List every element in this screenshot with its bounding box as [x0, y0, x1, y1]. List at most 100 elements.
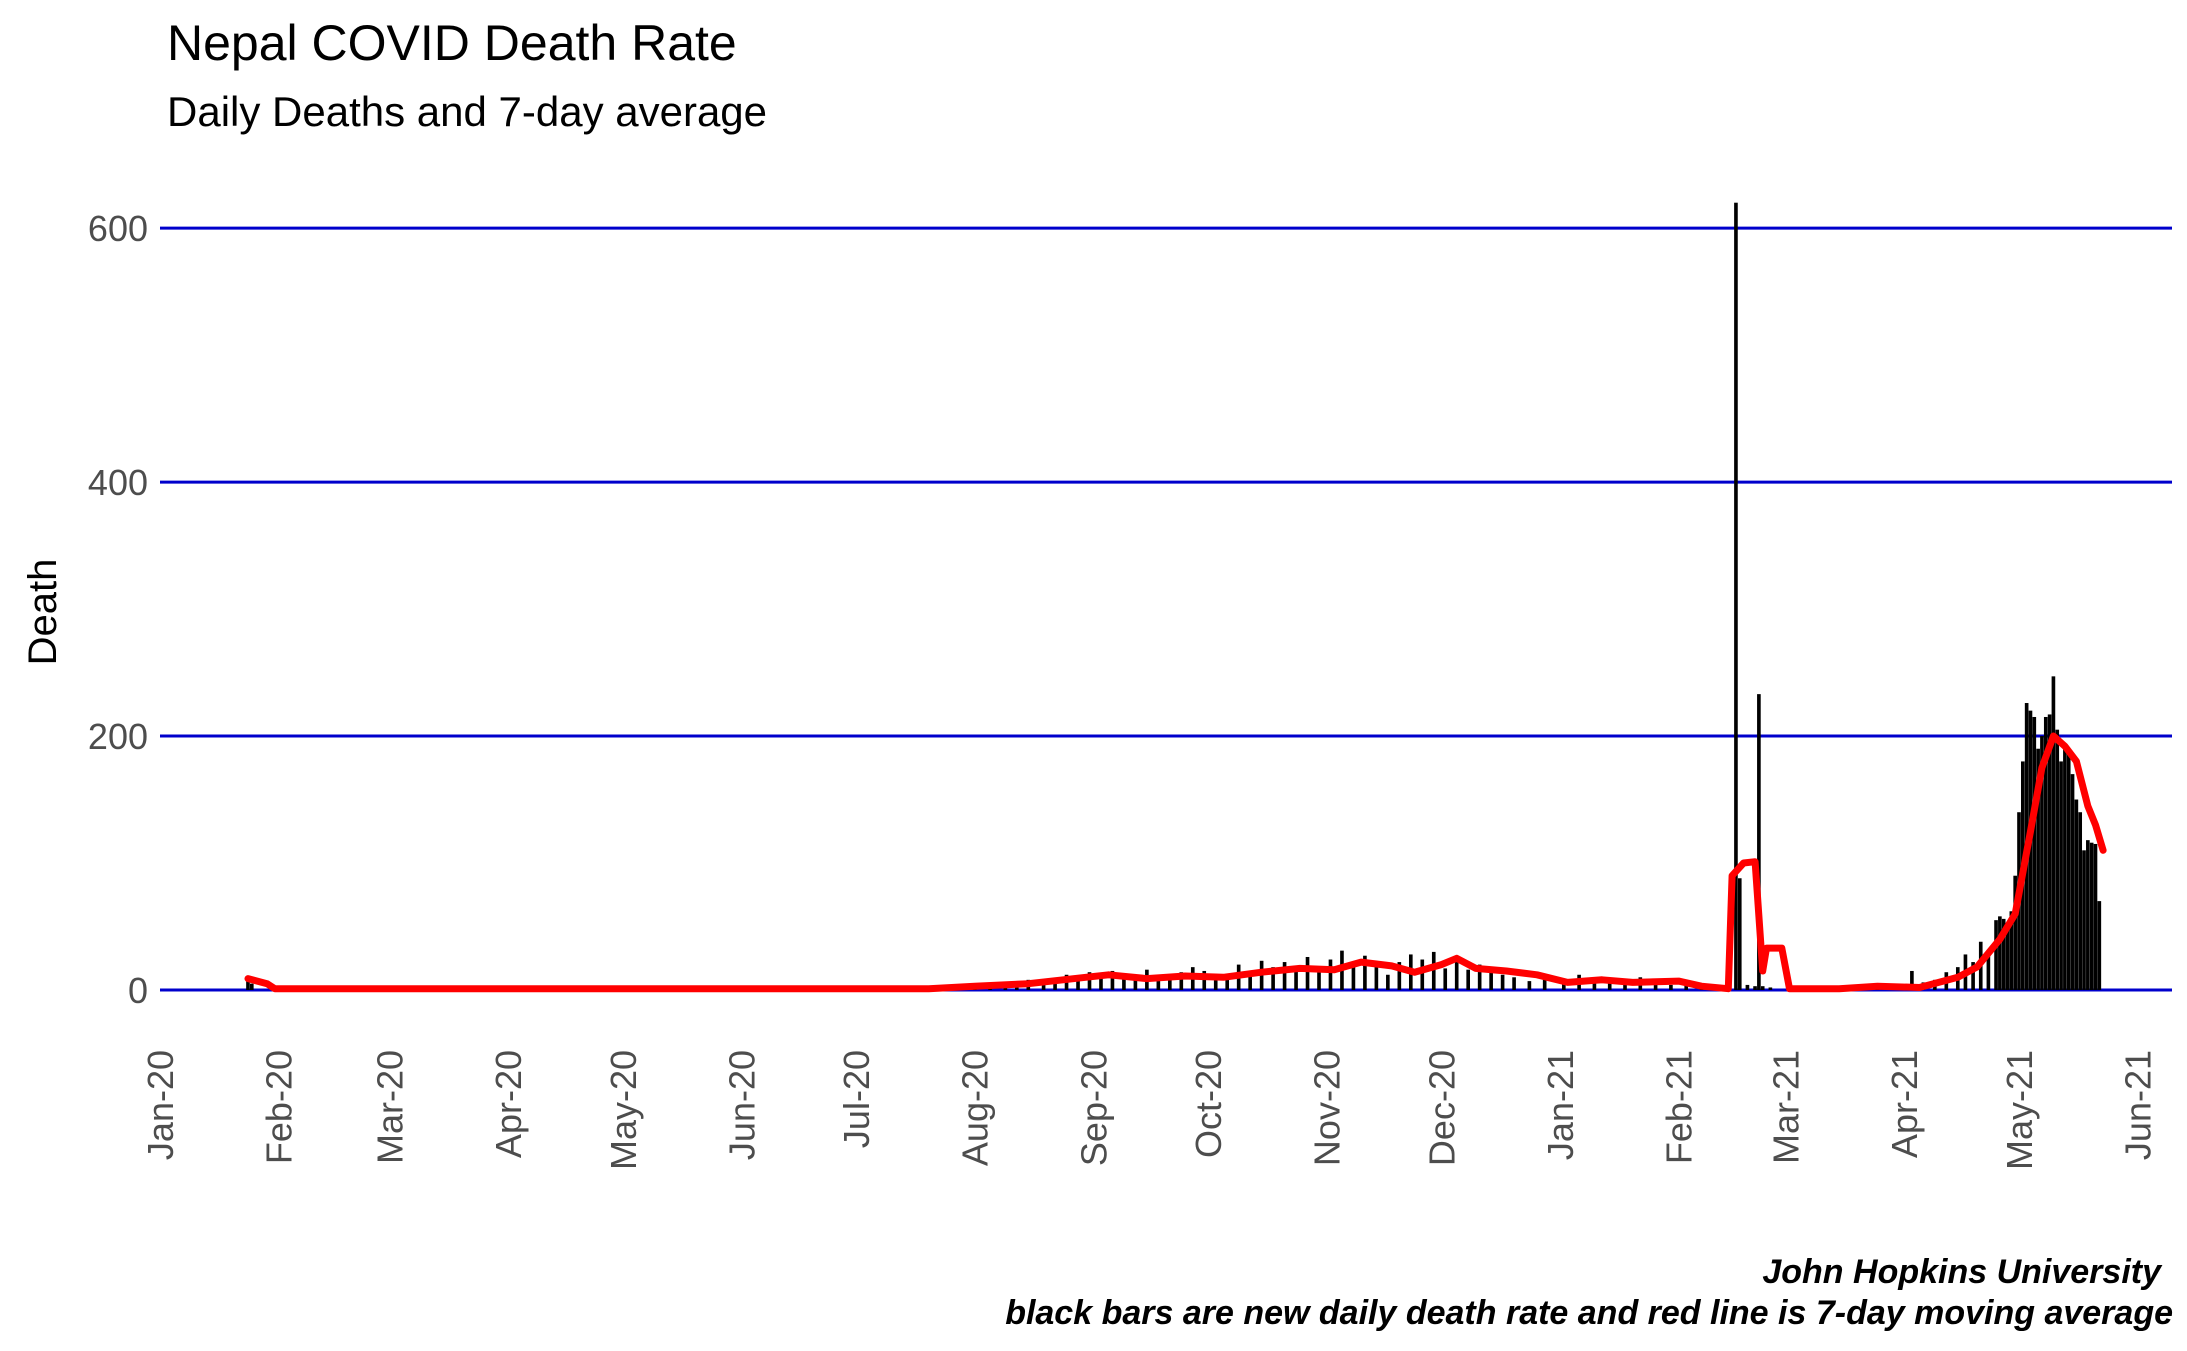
- bar: [1757, 694, 1761, 990]
- bar: [1363, 955, 1367, 990]
- moving-average-line: [244, 732, 2107, 993]
- bar: [249, 983, 254, 990]
- bar: [1527, 981, 1532, 990]
- bar: [1317, 967, 1321, 990]
- bar: [2070, 774, 2075, 990]
- grid-lines: [160, 226, 2172, 992]
- x-tick-label: Jan-20: [140, 1050, 181, 1160]
- bar: [1768, 987, 1773, 990]
- bar: [1734, 202, 1738, 990]
- bar: [1760, 986, 1765, 990]
- bar: [1225, 974, 1230, 990]
- bar: [1994, 920, 1998, 990]
- bar: [1745, 984, 1750, 990]
- bar: [1512, 977, 1516, 990]
- bar: [1386, 974, 1390, 990]
- bar: [2051, 676, 2056, 990]
- bar: [1099, 973, 1103, 990]
- bar: [2013, 875, 2017, 990]
- bar: [1607, 978, 1612, 990]
- bar: [2043, 716, 2048, 990]
- chart-subtitle: Daily Deaths and 7-day average: [167, 88, 768, 135]
- bar: [1041, 982, 1046, 990]
- bar: [1998, 916, 2002, 990]
- bar: [2093, 843, 2098, 990]
- y-tick-label: 400: [88, 462, 148, 503]
- x-tick-label: Mar-20: [370, 1050, 411, 1164]
- bar: [2009, 911, 2014, 990]
- bar: [1454, 958, 1459, 990]
- x-tick-label: Jul-20: [836, 1050, 877, 1148]
- bar: [1431, 951, 1436, 990]
- bar: [1179, 972, 1184, 990]
- y-axis-ticks: 0 200 400 600: [88, 208, 148, 1011]
- bar: [1351, 964, 1356, 990]
- x-tick-label: Feb-20: [259, 1050, 300, 1164]
- bar: [1294, 970, 1298, 990]
- bar: [1271, 967, 1275, 990]
- bar: [1122, 977, 1126, 990]
- bar: [1076, 977, 1080, 990]
- bar: [246, 978, 250, 990]
- x-tick-label: Aug-20: [955, 1050, 996, 1166]
- bar: [1669, 984, 1673, 990]
- bar: [2032, 716, 2037, 990]
- bar: [1623, 981, 1627, 990]
- bar: [2066, 751, 2071, 990]
- bar: [1500, 974, 1505, 990]
- bar: [2097, 901, 2102, 990]
- bar: [2089, 842, 2094, 990]
- y-axis-label: Death: [21, 559, 65, 666]
- bar: [2001, 918, 2006, 990]
- bar: [1156, 976, 1161, 990]
- bar: [1168, 978, 1172, 990]
- bar: [2036, 748, 2040, 990]
- x-tick-label: Jun-20: [721, 1050, 762, 1160]
- x-tick-label: Jun-21: [2118, 1050, 2159, 1160]
- y-tick-label: 0: [128, 970, 148, 1011]
- bar: [2047, 714, 2052, 990]
- bar: [1653, 983, 1658, 990]
- x-tick-label: Feb-21: [1659, 1050, 1700, 1164]
- bar: [2086, 840, 2090, 990]
- x-tick-label: Jan-21: [1540, 1050, 1581, 1160]
- bar: [1213, 977, 1218, 990]
- y-tick-label: 200: [88, 716, 148, 757]
- bar-series: [246, 202, 2102, 990]
- bar: [1443, 968, 1448, 990]
- bar: [1737, 878, 1742, 990]
- x-tick-label: Mar-21: [1766, 1050, 1807, 1164]
- bar: [1477, 964, 1482, 990]
- bar: [1986, 951, 1991, 990]
- x-tick-label: Oct-20: [1188, 1050, 1229, 1158]
- bar: [1592, 982, 1597, 990]
- caption-note: black bars are new daily death rate and …: [1005, 1294, 2173, 1332]
- bar: [2055, 729, 2060, 990]
- x-tick-label: Nov-20: [1307, 1050, 1348, 1166]
- chart-title: Nepal COVID Death Rate: [167, 15, 737, 71]
- bar: [1374, 965, 1379, 990]
- bar: [1282, 962, 1287, 990]
- line-series: [244, 732, 2107, 993]
- bar: [1053, 978, 1057, 990]
- bar: [2059, 761, 2063, 990]
- bar: [1466, 969, 1470, 990]
- x-tick-label: Sep-20: [1073, 1050, 1114, 1166]
- bar: [1420, 959, 1425, 990]
- bar: [1753, 986, 1757, 990]
- bar: [1248, 972, 1252, 990]
- bar: [1328, 959, 1333, 990]
- bar: [1397, 962, 1402, 990]
- bar: [1910, 970, 1914, 990]
- x-axis-ticks: Jan-20 Feb-20 Mar-20 Apr-20 May-20 Jun-20 Jul-…: [140, 1050, 2159, 1170]
- bar: [1489, 972, 1493, 990]
- bar: [1305, 956, 1310, 990]
- bar: [2082, 850, 2086, 990]
- bar: [1133, 974, 1138, 990]
- x-tick-label: Dec-20: [1421, 1050, 1462, 1166]
- bar: [2078, 812, 2083, 990]
- bar: [1202, 970, 1207, 990]
- bar: [2005, 929, 2010, 990]
- x-tick-label: Apr-20: [488, 1050, 529, 1158]
